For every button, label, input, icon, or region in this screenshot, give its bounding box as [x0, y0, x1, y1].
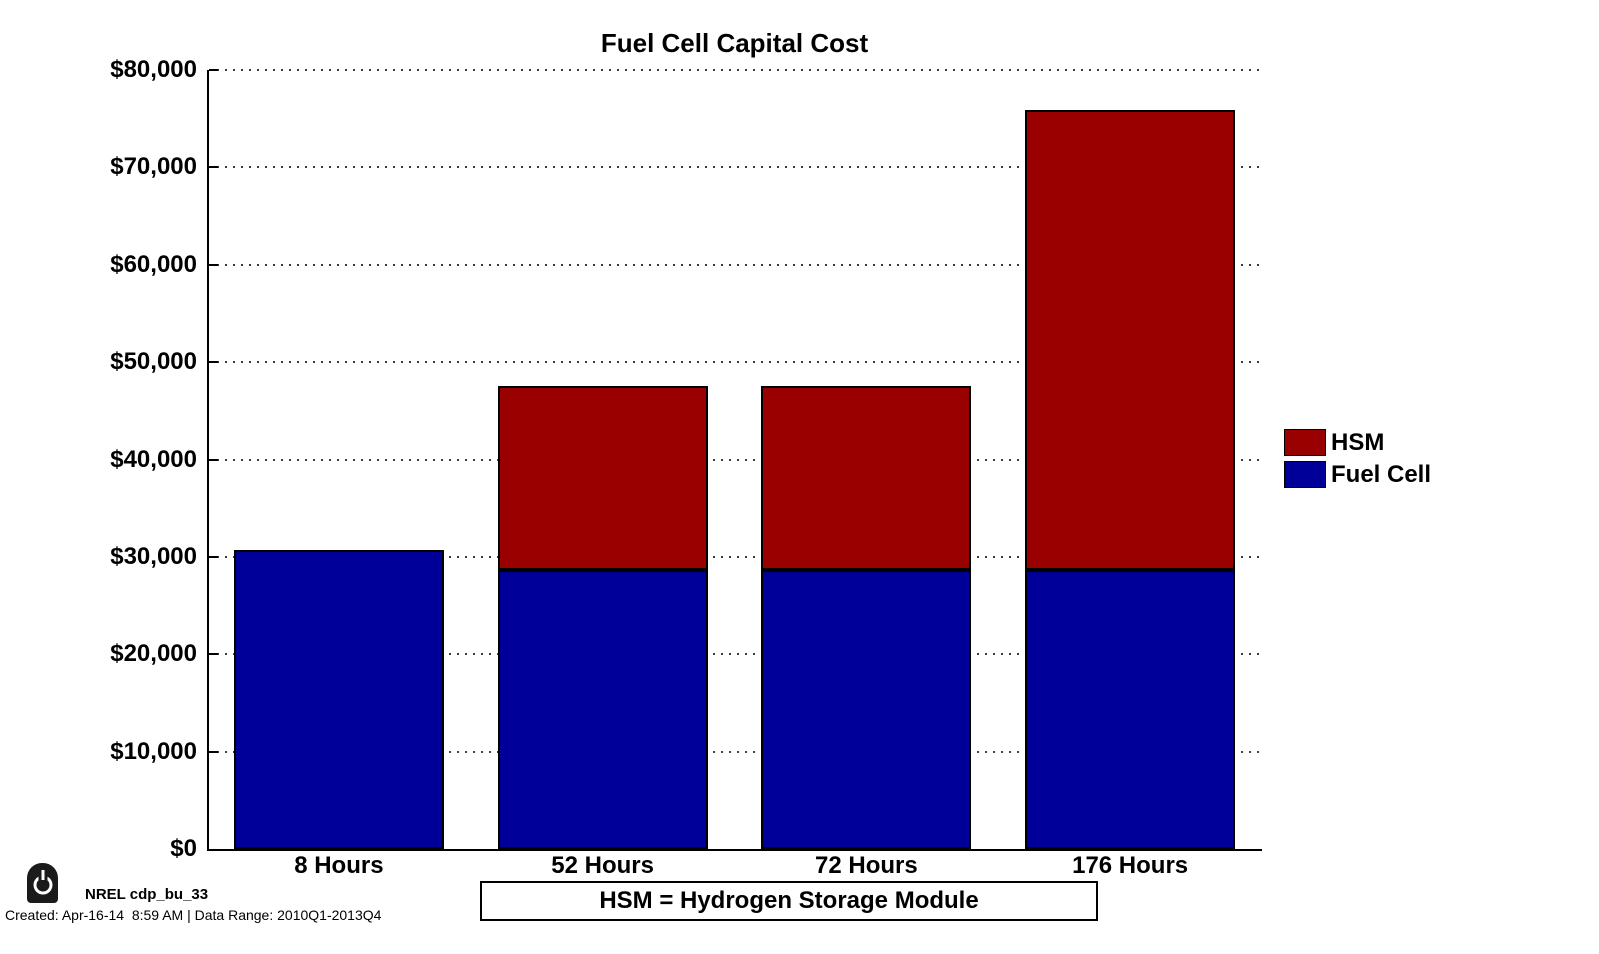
y-tick-mark [209, 750, 218, 753]
y-tick-label: $20,000 [110, 640, 197, 668]
gridline-70000 [209, 166, 1262, 169]
y-tick-label: $80,000 [110, 56, 197, 83]
y-tick-label: $10,000 [110, 737, 197, 765]
y-tick-label: $70,000 [110, 153, 197, 181]
note-text: HSM = Hydrogen Storage Module [599, 887, 979, 914]
y-tick-label: $30,000 [110, 542, 197, 570]
gridline-10000 [209, 750, 1262, 753]
footer-created-label: Created: Apr-16-14 8:59 AM | Data Range:… [5, 907, 382, 923]
y-tick-mark [209, 166, 218, 169]
power-icon [27, 863, 58, 903]
gridline-80000 [209, 69, 1262, 71]
power-icon-line [38, 870, 47, 880]
bar-segment-fuel-cell-176-hours [1025, 569, 1236, 849]
bar-segment-fuel-cell-52-hours [497, 569, 708, 849]
bar-segment-fuel-cell-8-hours [233, 550, 444, 849]
legend-swatch [1284, 429, 1326, 456]
plot-area [207, 69, 1262, 851]
legend-label: HSM [1331, 429, 1385, 456]
y-tick-mark [209, 458, 218, 461]
chart-title: Fuel Cell Capital Cost [600, 28, 869, 58]
bar-segment-hsm-52-hours [497, 385, 708, 570]
y-tick-mark [209, 555, 218, 558]
x-tick-label: 8 Hours [294, 852, 384, 879]
y-axis-line [207, 70, 209, 849]
x-axis-line [207, 849, 1262, 851]
y-tick-label: $60,000 [110, 250, 197, 278]
gridline-30000 [209, 555, 1262, 558]
gridline-40000 [209, 458, 1262, 461]
legend-item-fuel-cell: Fuel Cell [1284, 461, 1431, 488]
y-tick-mark [209, 361, 218, 364]
gridline-60000 [209, 263, 1262, 266]
legend-item-hsm: HSM [1284, 429, 1431, 456]
y-tick-mark [209, 653, 218, 656]
legend-swatch [1284, 461, 1326, 488]
y-tick-label: $0 [170, 835, 197, 862]
y-tick-mark [209, 69, 218, 71]
note-box: HSM = Hydrogen Storage Module [480, 881, 1098, 921]
y-tick-label: $50,000 [110, 348, 197, 376]
y-tick-mark [209, 263, 218, 266]
y-tick-label: $40,000 [110, 445, 197, 473]
legend: HSM Fuel Cell [1284, 429, 1431, 488]
bar-segment-hsm-72-hours [761, 385, 972, 570]
gridline-50000 [209, 361, 1262, 364]
x-tick-label: 72 Hours [815, 852, 918, 879]
legend-label: Fuel Cell [1331, 461, 1432, 488]
x-tick-label: 52 Hours [551, 852, 654, 879]
x-tick-label: 176 Hours [1072, 852, 1189, 879]
gridline-20000 [209, 653, 1262, 656]
footer-source-label: NREL cdp_bu_33 [85, 886, 209, 903]
bar-segment-fuel-cell-72-hours [761, 569, 972, 849]
bar-segment-hsm-176-hours [1025, 109, 1236, 570]
